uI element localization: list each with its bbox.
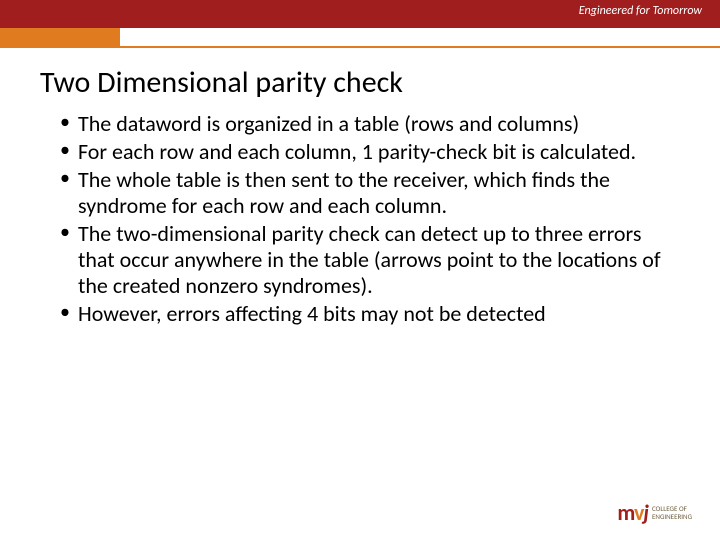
- slide-title: Two Dimensional parity check: [40, 64, 670, 101]
- bullet-item: The two-dimensional parity check can det…: [60, 221, 670, 299]
- top-banner: Engineered for Tomorrow: [0, 0, 720, 28]
- footer-logo: mvj COLLEGE OF ENGINEERING: [617, 499, 692, 526]
- logo-line2: ENGINEERING: [652, 512, 692, 521]
- logo-j: j: [643, 499, 648, 526]
- logo-mark: mvj: [617, 499, 648, 526]
- bullet-list: The dataword is organized in a table (ro…: [40, 111, 670, 327]
- bullet-item: The whole table is then sent to the rece…: [60, 167, 670, 219]
- logo-m: m: [617, 499, 634, 526]
- accent-underline: [0, 46, 720, 48]
- bullet-item: However, errors affecting 4 bits may not…: [60, 301, 670, 327]
- slide-content: Two Dimensional parity check The datawor…: [40, 58, 670, 329]
- logo-v: v: [634, 499, 643, 526]
- banner-tagline: Engineered for Tomorrow: [579, 4, 702, 18]
- bullet-item: For each row and each column, 1 parity-c…: [60, 139, 670, 165]
- logo-text: COLLEGE OF ENGINEERING: [652, 505, 692, 520]
- bullet-item: The dataword is organized in a table (ro…: [60, 111, 670, 137]
- accent-bar: [0, 28, 120, 48]
